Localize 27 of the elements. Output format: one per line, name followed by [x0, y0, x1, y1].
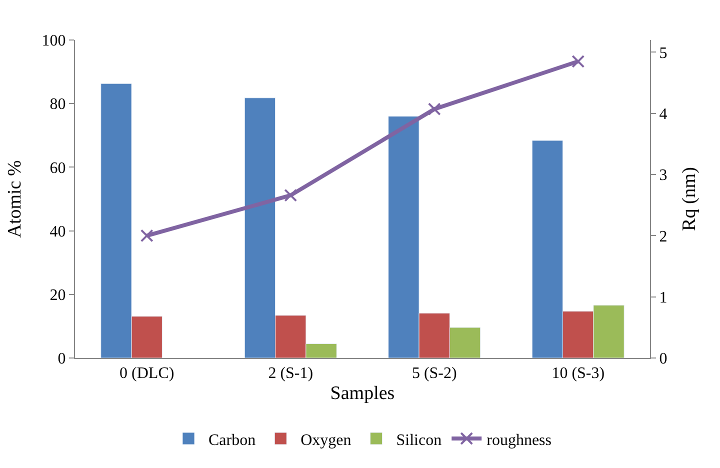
- x-tick-label: 2 (S-1): [268, 365, 314, 382]
- y2-tick-label: 4: [659, 106, 668, 123]
- legend-label: Silicon: [396, 432, 442, 449]
- y2-axis-title: Rq (nm): [679, 167, 700, 231]
- point: [572, 54, 585, 68]
- y-tick-label: 40: [50, 223, 66, 240]
- x-tick-label: 10 (S-3): [552, 365, 605, 382]
- y-tick-label: 60: [50, 160, 66, 177]
- legend-label: Carbon: [208, 432, 256, 449]
- y2-tick-label: 0: [659, 350, 668, 368]
- legend-label: Oxygen: [300, 432, 352, 449]
- x-tick-label: 0 (DLC): [120, 365, 174, 382]
- legend-label: roughness: [486, 432, 552, 449]
- y-tick-label: 0: [58, 350, 66, 368]
- y2-tick-label: 2: [659, 228, 668, 246]
- point: [140, 229, 154, 242]
- y2-tick-label: 5: [659, 44, 668, 62]
- point: [428, 102, 441, 116]
- y-tick-label: 20: [50, 287, 66, 304]
- x-tick-label: 5 (S-2): [412, 365, 457, 382]
- point: [284, 188, 298, 202]
- y2-tick-label: 3: [659, 167, 668, 184]
- y-axis-title: Atomic %: [4, 160, 26, 238]
- y-tick-label: 100: [42, 32, 66, 50]
- x-axis-title: Samples: [330, 383, 395, 404]
- y2-tick-label: 1: [659, 289, 668, 306]
- y-tick-label: 80: [50, 96, 66, 114]
